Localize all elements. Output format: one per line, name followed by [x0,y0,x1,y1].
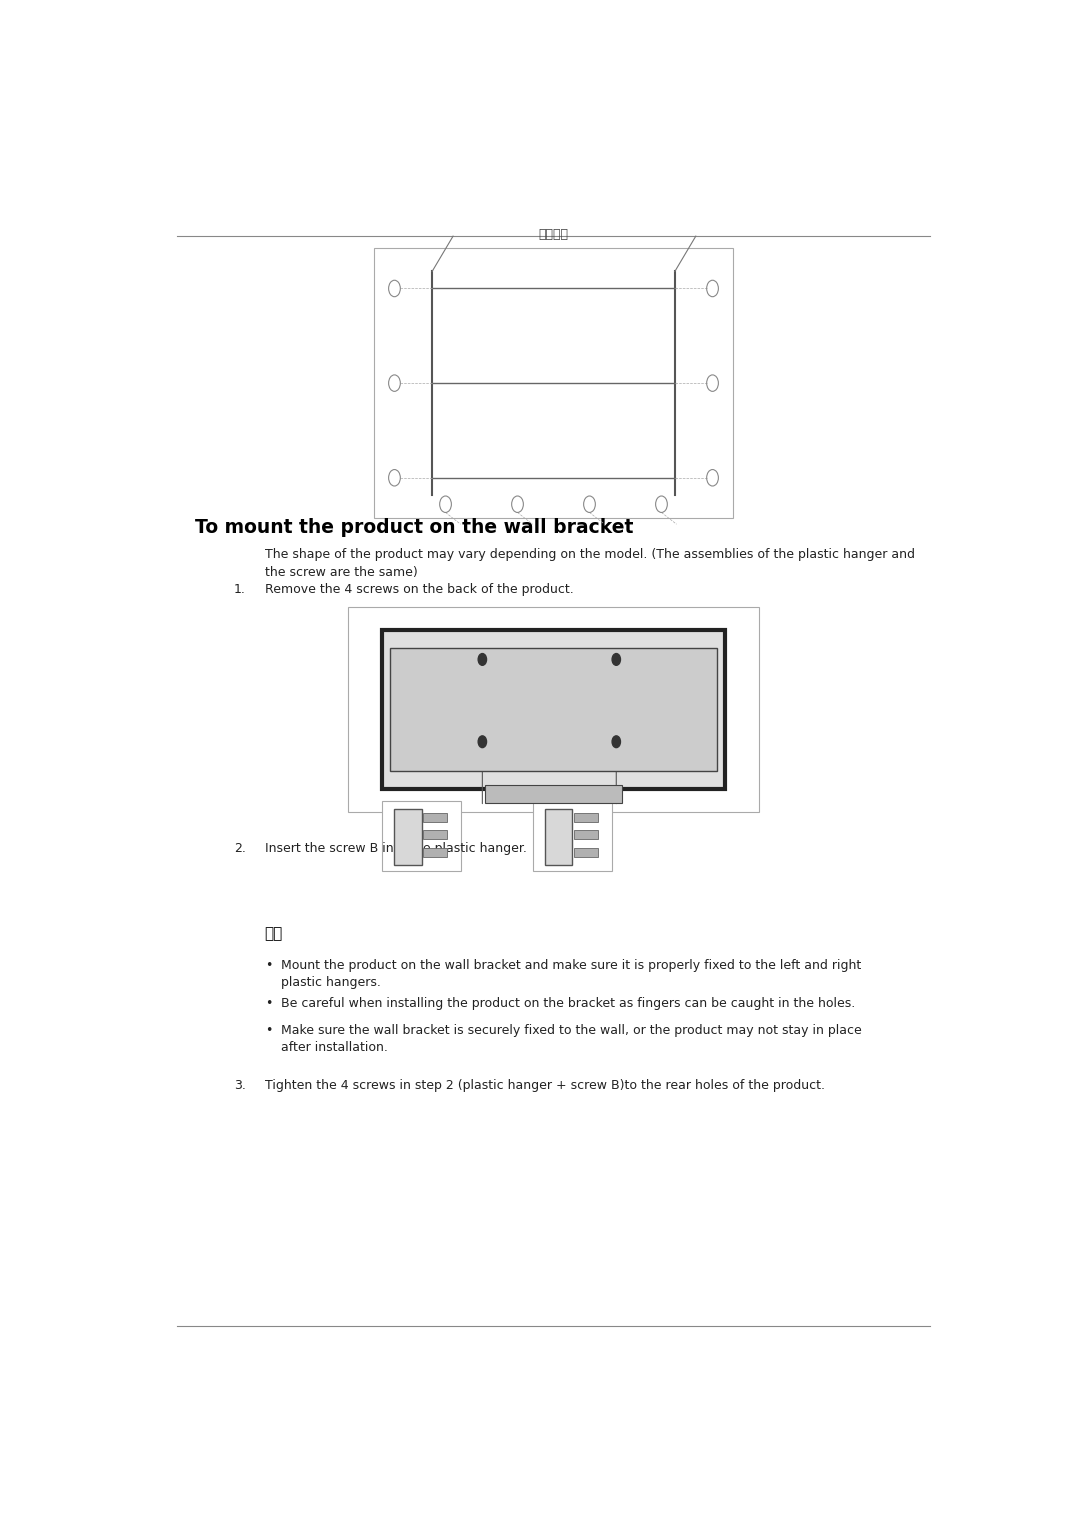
Bar [544,809,572,866]
Bar [382,800,461,870]
Text: Tighten the 4 screws in step 2 (plastic hanger + screw B)to the rear holes of th: Tighten the 4 screws in step 2 (plastic … [265,1080,825,1092]
Bar [573,847,597,857]
Text: 注意: 注意 [265,927,283,941]
Bar [374,247,733,518]
Bar [532,800,612,870]
Circle shape [478,654,486,666]
Text: To mount the product on the wall bracket: To mount the product on the wall bracket [195,518,634,538]
FancyBboxPatch shape [382,631,725,789]
Text: Make sure the wall bracket is securely fixed to the wall, or the product may not: Make sure the wall bracket is securely f… [282,1025,862,1054]
Circle shape [612,654,620,666]
Bar [423,847,447,857]
Bar [390,647,717,771]
Bar [423,812,447,822]
Text: Remove the 4 screws on the back of the product.: Remove the 4 screws on the back of the p… [265,583,573,596]
Text: はじめに: はじめに [539,228,568,241]
Bar [485,785,622,803]
Bar [394,809,421,866]
Text: •: • [265,1025,272,1037]
Text: 2.: 2. [233,841,245,855]
Text: •: • [265,959,272,973]
Bar [573,812,597,822]
Circle shape [478,736,486,748]
Text: Be careful when installing the product on the bracket as fingers can be caught i: Be careful when installing the product o… [282,997,855,1009]
Bar [349,606,758,812]
Bar [573,831,597,840]
Text: The shape of the product may vary depending on the model. (The assemblies of the: The shape of the product may vary depend… [265,548,915,579]
Text: 3.: 3. [233,1080,245,1092]
Text: 1.: 1. [233,583,245,596]
Bar [423,831,447,840]
Text: Insert the screw B into the plastic hanger.: Insert the screw B into the plastic hang… [265,841,527,855]
Text: •: • [265,997,272,1009]
Text: Mount the product on the wall bracket and make sure it is properly fixed to the : Mount the product on the wall bracket an… [282,959,862,989]
Circle shape [612,736,620,748]
